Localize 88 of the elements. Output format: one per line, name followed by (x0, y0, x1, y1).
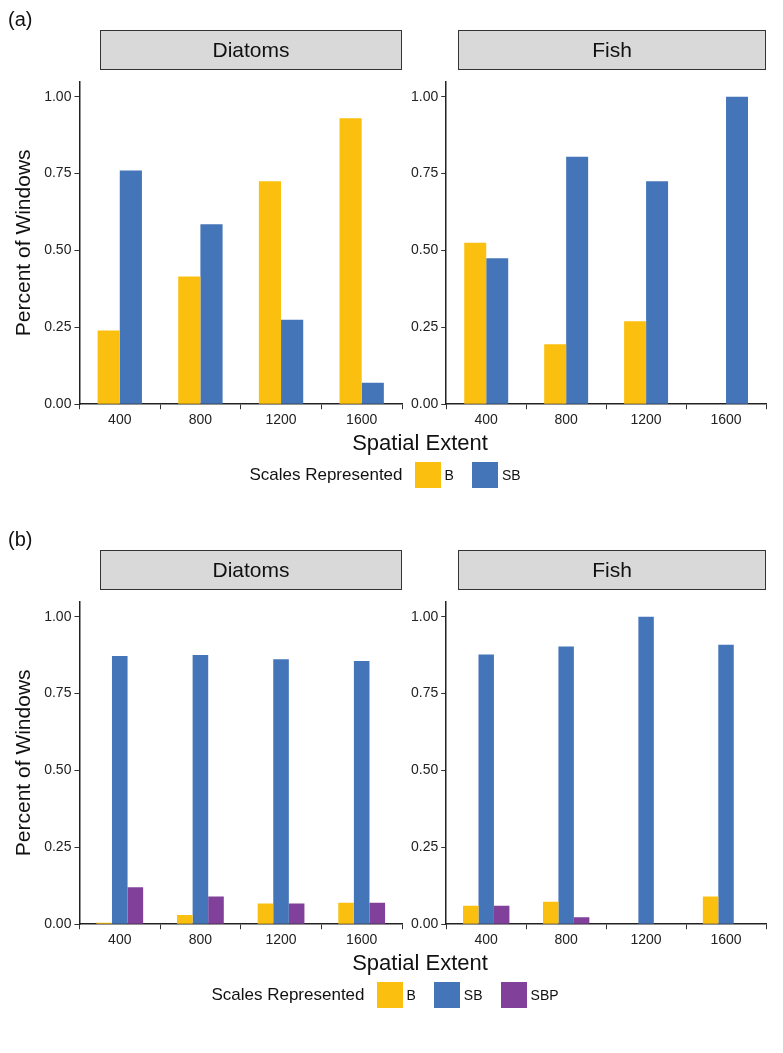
bar (464, 242, 487, 404)
x-tick-label: 1200 (265, 931, 297, 948)
x-tick-label: 1600 (346, 931, 378, 948)
bar (208, 896, 224, 924)
bar (338, 902, 354, 924)
y-tick-label: 0.50 (411, 241, 439, 258)
x-tick-label: 800 (188, 411, 213, 428)
x-tick-label: 800 (554, 931, 579, 948)
x-tick-label: 1200 (265, 411, 297, 428)
y-tick-label: 0.25 (44, 318, 72, 335)
bar (257, 903, 274, 924)
legend-title: Scales Represented (211, 985, 365, 1005)
x-axis-title: Spatial Extent (351, 950, 489, 976)
bar (200, 224, 223, 404)
y-tick-label: 0.00 (44, 395, 72, 412)
bar (111, 656, 128, 924)
bar (192, 654, 209, 924)
x-axis-title: Spatial Extent (351, 430, 489, 456)
y-tick-label: 0.00 (411, 915, 439, 932)
bar (127, 887, 144, 924)
y-axis-title: Percent of Windows (11, 669, 35, 857)
y-tick-label: 0.25 (44, 838, 72, 855)
y-tick-label: 0.00 (411, 395, 439, 412)
bar (369, 902, 386, 924)
x-tick-label: 1600 (710, 411, 742, 428)
text: (b) (8, 528, 33, 550)
y-tick-label: 1.00 (44, 607, 72, 624)
x-tick-label: 400 (474, 931, 499, 948)
x-tick-label: 1600 (710, 931, 742, 948)
x-tick-label: 1200 (630, 931, 662, 948)
bar (566, 156, 589, 404)
bar (178, 276, 201, 404)
bar (558, 646, 574, 924)
bar (273, 659, 289, 924)
y-tick-label: 0.75 (411, 164, 439, 181)
bar (288, 903, 305, 924)
bar (726, 96, 749, 404)
x-tick-label: 400 (474, 411, 499, 428)
x-tick-label: 1200 (630, 411, 662, 428)
y-tick-label: 0.25 (411, 318, 439, 335)
bar (544, 344, 567, 404)
x-tick-label: 400 (108, 411, 132, 428)
legend-label: SB (501, 467, 521, 483)
bar (646, 181, 669, 404)
chart-title: Diatoms (100, 30, 402, 70)
bar (177, 914, 193, 924)
bar (486, 258, 509, 404)
y-tick-label: 0.75 (44, 684, 72, 701)
y-tick-label: 0.75 (411, 684, 439, 701)
text: (a) (8, 8, 33, 30)
y-axis-title: Percent of Windows (11, 149, 35, 337)
bar (353, 661, 370, 924)
x-tick-label: 800 (188, 931, 213, 948)
bar (718, 644, 734, 924)
chart-title: Fish (458, 30, 766, 70)
y-tick-label: 0.75 (44, 164, 72, 181)
bar (258, 181, 282, 404)
legend-title: Scales Represented (249, 465, 403, 485)
legend-label: B (444, 467, 454, 483)
x-tick-label: 1600 (346, 411, 378, 428)
y-tick-label: 1.00 (411, 87, 439, 104)
chart-title: Diatoms (100, 550, 402, 590)
bar (542, 901, 559, 924)
bar (638, 616, 654, 924)
bar (463, 905, 479, 924)
y-tick-label: 0.50 (44, 761, 72, 778)
y-tick-label: 0.50 (44, 241, 72, 258)
bar (339, 118, 362, 404)
y-tick-label: 1.00 (411, 607, 439, 624)
x-tick-label: 400 (108, 931, 132, 948)
bar (119, 170, 142, 404)
bar (702, 896, 719, 924)
y-tick-label: 0.50 (411, 761, 439, 778)
bar (573, 917, 590, 924)
legend-label: SB (463, 987, 483, 1003)
y-tick-label: 1.00 (44, 87, 72, 104)
bar (493, 905, 510, 924)
bar (281, 319, 304, 404)
bar (361, 382, 384, 404)
y-tick-label: 0.00 (44, 915, 72, 932)
x-tick-label: 800 (554, 411, 579, 428)
y-tick-label: 0.25 (411, 838, 439, 855)
bar (624, 321, 647, 404)
legend-label: B (406, 987, 416, 1003)
chart-title: Fish (458, 550, 766, 590)
bar (478, 654, 494, 924)
bar (97, 330, 120, 404)
legend-label: SBP (530, 987, 559, 1003)
